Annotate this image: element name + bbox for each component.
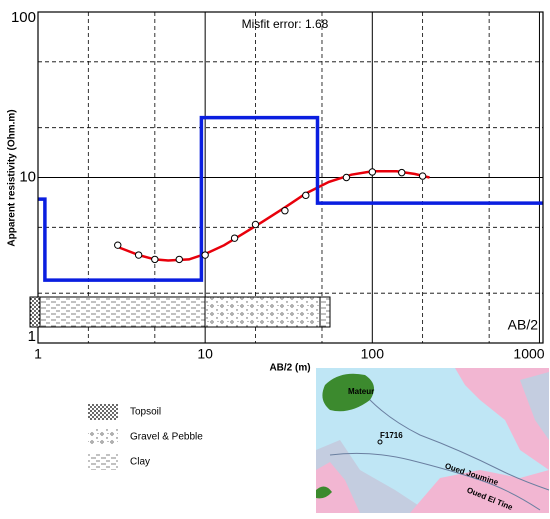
y-tick-label: 10	[19, 168, 36, 185]
data-point	[114, 241, 122, 249]
legend-label: Topsoil	[130, 407, 161, 418]
map-label: Mateur	[348, 387, 374, 396]
y-tick-label: 100	[11, 9, 36, 26]
plot-area	[37, 11, 543, 344]
data-point	[175, 255, 183, 264]
x-tick-label: 100	[361, 346, 385, 362]
data-point	[281, 207, 289, 215]
data-point	[342, 173, 351, 182]
series-line	[38, 115, 543, 282]
inset-map: Mateur F1716 Oued Joumine Oued El Tine	[316, 368, 550, 513]
data-point	[151, 255, 159, 264]
data-point	[418, 172, 427, 180]
legend-swatch	[88, 454, 118, 470]
data-point	[302, 191, 310, 200]
x-tick-label: 10	[197, 346, 213, 362]
legend-label: Gravel & Pebble	[130, 432, 203, 443]
legend-swatch	[88, 429, 118, 445]
y-tick-label: 1	[28, 328, 36, 345]
series-line	[117, 170, 430, 262]
corner-label: AB/2	[508, 317, 539, 333]
legend: Topsoil Gravel & Pebble Clay	[88, 404, 203, 470]
x-tick-label: 1000	[513, 346, 544, 362]
x-tick-label: 1	[34, 346, 42, 362]
lithology-column	[29, 296, 331, 328]
x-axis-label: AB/2 (m)	[269, 363, 310, 374]
data-point	[201, 251, 209, 259]
data-point	[368, 168, 377, 176]
data-point	[134, 251, 143, 259]
map-label: F1716	[380, 431, 403, 440]
data-point	[251, 220, 260, 229]
data-point	[398, 168, 406, 177]
data-point	[230, 234, 239, 242]
misfit-annotation: Misfit error: 1.68	[242, 17, 329, 31]
legend-swatch	[88, 404, 118, 420]
legend-label: Clay	[130, 457, 150, 468]
y-axis-label: Apparent resistivity (Ohm.m)	[7, 109, 18, 246]
plot-frame	[37, 11, 544, 344]
